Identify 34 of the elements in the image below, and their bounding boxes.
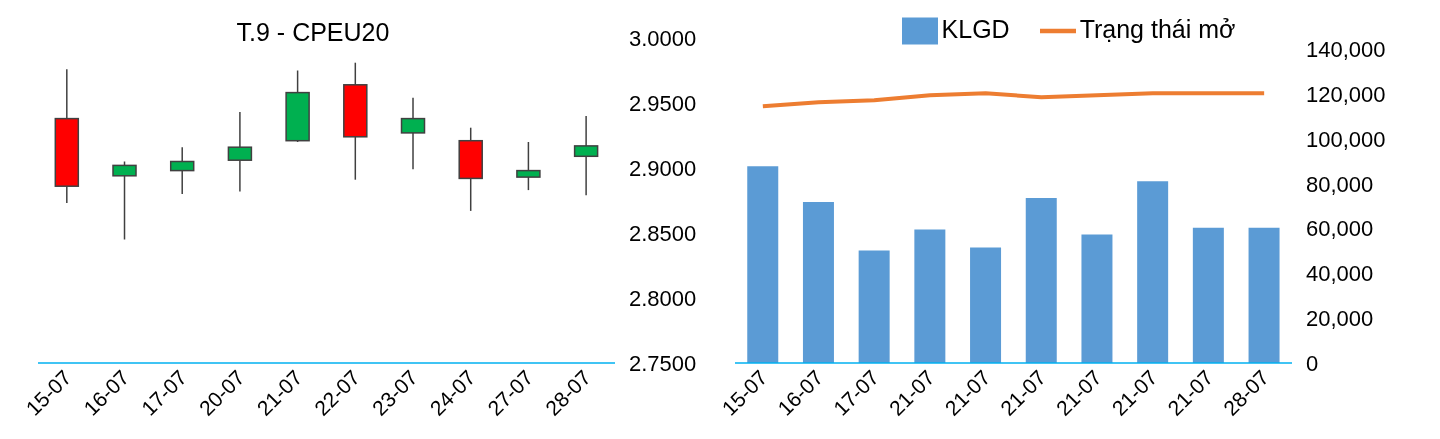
bar: [1192, 227, 1224, 363]
chart-title: T.9 - CPEU20: [235, 18, 391, 47]
bar: [1025, 197, 1057, 363]
bar: [747, 166, 779, 363]
candlestick: [227, 111, 253, 193]
y-tick-label: 140,000: [1306, 37, 1386, 62]
bar: [970, 247, 1002, 363]
bar: [1081, 234, 1113, 363]
y-tick-label: 2.9500: [629, 91, 697, 116]
line-series: [760, 91, 1267, 109]
y-tick-label: 40,000: [1306, 261, 1374, 287]
y-tick-label: 80,000: [1306, 171, 1374, 197]
bar: [858, 250, 890, 363]
y-tick-label: 60,000: [1306, 216, 1374, 242]
candlestick: [169, 146, 195, 195]
y-tick-label: 100,000: [1306, 126, 1386, 152]
y-tick-label: 20,000: [1306, 306, 1374, 332]
y-tick-label: 2.8500: [629, 221, 697, 246]
candlestick: [400, 97, 426, 171]
bar: [1248, 227, 1280, 363]
y-tick-label: 2.8000: [629, 286, 697, 311]
candlestick: [573, 115, 599, 197]
y-tick-label: 0: [1306, 351, 1319, 376]
legend-label: Trạng thái mở: [1079, 14, 1236, 43]
legend-label: KLGD: [941, 14, 1010, 43]
y-tick-label: 2.9000: [629, 156, 697, 181]
bar: [914, 229, 946, 363]
y-tick-label: 120,000: [1306, 81, 1386, 107]
bar: [802, 201, 834, 363]
bar: [1137, 181, 1169, 363]
candlestick: [516, 141, 541, 191]
y-tick-label: 2.7500: [629, 351, 697, 376]
y-tick-label: 3.0000: [629, 26, 697, 51]
candlestick: [112, 160, 137, 241]
